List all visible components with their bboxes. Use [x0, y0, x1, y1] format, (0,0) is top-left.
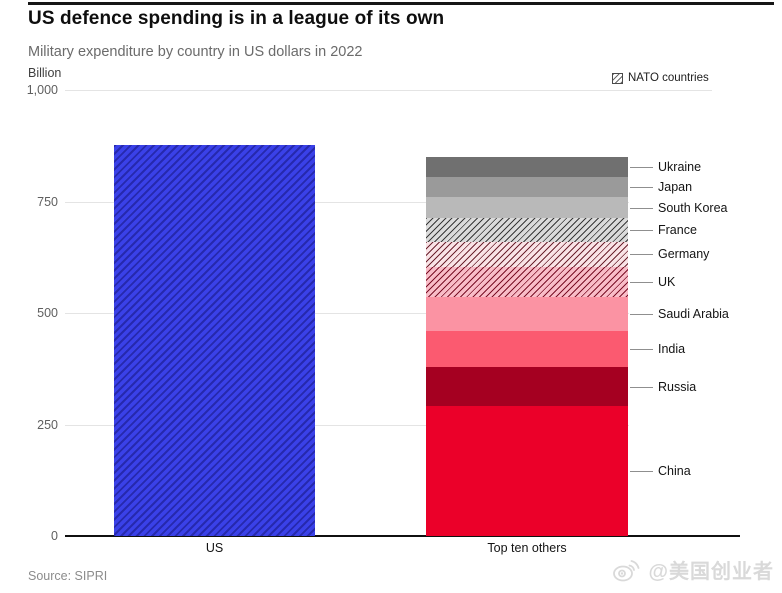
x-category-top-ten-others: Top ten others — [487, 541, 567, 555]
segment-label-germany: Germany — [658, 247, 710, 262]
x-category-us: US — [205, 541, 224, 555]
y-tick-500: 500 — [37, 306, 58, 320]
watermark: @美国创业者 — [612, 555, 774, 584]
y-tick-1000: 1,000 — [26, 83, 58, 97]
bar-segment-india — [426, 330, 628, 368]
leader-line-germany — [630, 254, 653, 256]
bar-segment-uk — [426, 266, 628, 298]
leader-line-russia — [630, 386, 653, 388]
chart-subtitle: Military expenditure by country in US do… — [28, 44, 363, 60]
leader-line-france — [630, 230, 653, 232]
segment-label-china: China — [658, 463, 691, 478]
legend-label: NATO countries — [628, 72, 709, 84]
bar-segment-russia — [426, 367, 628, 406]
gridline-250 — [65, 424, 629, 426]
gridline-0 — [65, 535, 740, 537]
y-tick-750: 750 — [37, 194, 58, 209]
leader-line-south-korea — [630, 207, 653, 209]
watermark-text: @美国创业者 — [648, 561, 774, 583]
bar-segment-france — [426, 218, 628, 243]
y-tick-250: 250 — [37, 417, 58, 432]
segment-label-japan: Japan — [658, 180, 693, 195]
top-rule — [28, 2, 774, 5]
leader-line-china — [630, 470, 653, 472]
segment-label-ukraine: Ukraine — [658, 160, 702, 175]
bar-segment-japan — [426, 176, 628, 198]
segment-label-russia: Russia — [658, 379, 697, 394]
bar-segment-china — [426, 405, 628, 536]
segment-label-saudi-arabia: Saudi Arabia — [658, 307, 729, 322]
leader-line-ukraine — [630, 167, 653, 169]
leader-line-saudi-arabia — [630, 314, 653, 316]
gridline-1000 — [65, 90, 712, 91]
nato-hatch-swatch-icon — [612, 72, 623, 84]
segment-label-south-korea: South Korea — [658, 200, 728, 215]
segment-label-india: India — [658, 342, 686, 357]
bar-segment-south-korea — [426, 197, 628, 219]
gridline-500 — [65, 313, 629, 314]
source-note: Source: SIPRI — [28, 569, 108, 583]
leader-line-japan — [630, 187, 653, 189]
gridline-750 — [65, 201, 629, 203]
leader-line-india — [630, 349, 653, 351]
weibo-icon — [613, 559, 640, 581]
legend: NATO countries — [612, 72, 709, 84]
y-tick-0: 0 — [51, 529, 58, 543]
segment-label-france: France — [658, 223, 697, 238]
bar-segment-saudi-arabia — [426, 297, 628, 331]
segment-label-uk: UK — [658, 275, 676, 290]
bar-segment-ukraine — [426, 157, 628, 177]
leader-line-uk — [630, 282, 653, 284]
chart-title: US defence spending is in a league of it… — [28, 8, 445, 29]
y-axis-unit: Billion — [28, 66, 62, 80]
bar-segment-germany — [426, 242, 628, 267]
bar-segment-us — [114, 144, 315, 536]
